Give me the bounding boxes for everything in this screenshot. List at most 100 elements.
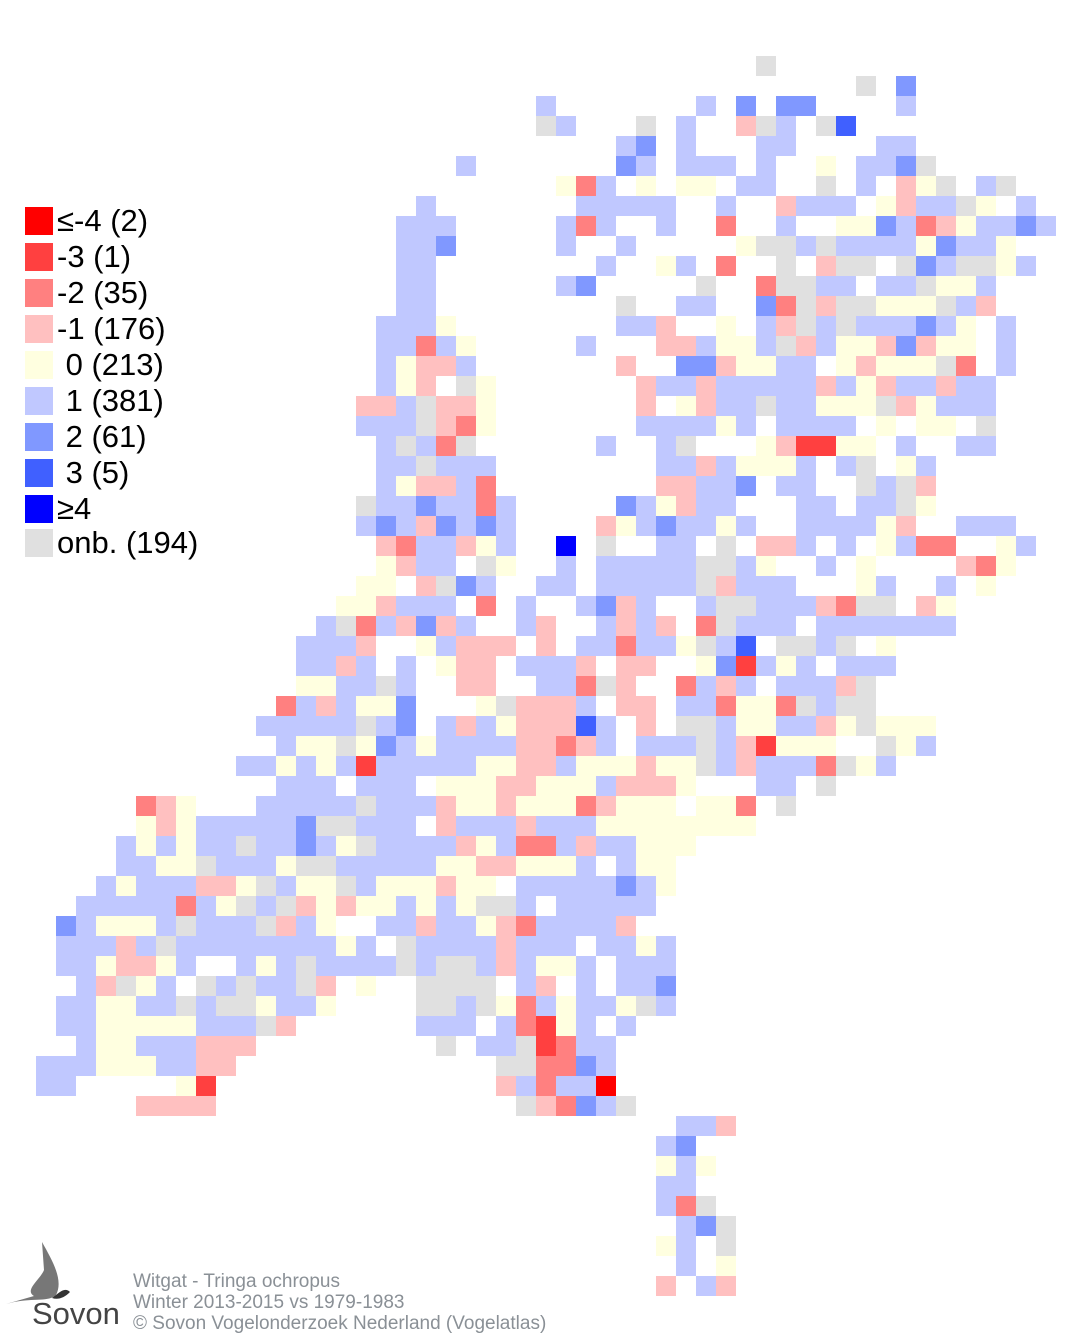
grid-cell — [176, 836, 196, 856]
grid-cell — [376, 736, 396, 756]
grid-cell — [756, 396, 776, 416]
grid-cell — [536, 876, 556, 896]
grid-cell — [576, 816, 596, 836]
grid-cell — [616, 516, 636, 536]
grid-cell — [556, 736, 576, 756]
grid-cell — [756, 536, 776, 556]
grid-cell — [516, 1076, 536, 1096]
grid-cell — [816, 556, 836, 576]
grid-cell — [616, 636, 636, 656]
grid-cell — [316, 616, 336, 636]
grid-cell — [456, 156, 476, 176]
grid-cell — [1016, 216, 1036, 236]
grid-cell — [376, 496, 396, 516]
legend-item: 1 (381) — [25, 383, 198, 419]
grid-cell — [596, 196, 616, 216]
grid-cell — [716, 716, 736, 736]
grid-cell — [976, 196, 996, 216]
grid-cell — [856, 576, 876, 596]
grid-cell — [176, 1096, 196, 1116]
grid-cell — [116, 1056, 136, 1076]
grid-cell — [456, 876, 476, 896]
grid-cell — [856, 656, 876, 676]
grid-cell — [556, 1036, 576, 1056]
grid-cell — [616, 936, 636, 956]
grid-cell — [436, 936, 456, 956]
grid-cell — [536, 96, 556, 116]
grid-cell — [436, 1036, 456, 1056]
grid-cell — [676, 456, 696, 476]
grid-cell — [656, 416, 676, 436]
grid-cell — [616, 976, 636, 996]
grid-cell — [456, 816, 476, 836]
grid-cell — [376, 416, 396, 436]
grid-cell — [116, 956, 136, 976]
grid-cell — [796, 716, 816, 736]
grid-cell — [216, 816, 236, 836]
grid-cell — [696, 176, 716, 196]
grid-cell — [996, 536, 1016, 556]
grid-cell — [576, 1076, 596, 1096]
grid-cell — [316, 656, 336, 676]
grid-cell — [496, 1016, 516, 1036]
grid-cell — [276, 956, 296, 976]
grid-cell — [696, 716, 716, 736]
grid-cell — [636, 696, 656, 716]
grid-cell — [836, 416, 856, 436]
grid-cell — [756, 296, 776, 316]
grid-cell — [636, 416, 656, 436]
grid-cell — [396, 956, 416, 976]
grid-cell — [696, 1196, 716, 1216]
grid-cell — [396, 436, 416, 456]
grid-cell — [136, 856, 156, 876]
grid-cell — [196, 876, 216, 896]
grid-cell — [436, 516, 456, 536]
grid-cell — [876, 656, 896, 676]
grid-cell — [916, 276, 936, 296]
grid-cell — [616, 196, 636, 216]
grid-cell — [716, 796, 736, 816]
grid-cell — [876, 736, 896, 756]
grid-cell — [576, 1036, 596, 1056]
grid-cell — [796, 496, 816, 516]
grid-cell — [656, 616, 676, 636]
grid-cell — [696, 336, 716, 356]
grid-cell — [956, 516, 976, 536]
grid-cell — [396, 216, 416, 236]
grid-cell — [916, 256, 936, 276]
grid-cell — [336, 696, 356, 716]
grid-cell — [716, 496, 736, 516]
grid-cell — [576, 1056, 596, 1076]
grid-cell — [636, 396, 656, 416]
grid-cell — [496, 536, 516, 556]
grid-cell — [156, 796, 176, 816]
legend-swatch — [25, 459, 53, 487]
grid-cell — [896, 396, 916, 416]
grid-cell — [156, 816, 176, 836]
grid-cell — [576, 876, 596, 896]
grid-cell — [656, 216, 676, 236]
grid-cell — [676, 176, 696, 196]
grid-cell — [676, 1176, 696, 1196]
grid-cell — [396, 596, 416, 616]
grid-cell — [516, 736, 536, 756]
grid-cell — [696, 396, 716, 416]
grid-cell — [116, 996, 136, 1016]
grid-cell — [816, 496, 836, 516]
grid-cell — [696, 496, 716, 516]
grid-cell — [916, 476, 936, 496]
grid-cell — [756, 136, 776, 156]
grid-cell — [316, 796, 336, 816]
legend-label: ≥4 — [57, 491, 92, 526]
grid-cell — [676, 1216, 696, 1236]
grid-cell — [616, 856, 636, 876]
grid-cell — [496, 1036, 516, 1056]
grid-cell — [416, 276, 436, 296]
grid-cell — [816, 516, 836, 536]
grid-cell — [396, 516, 416, 536]
grid-cell — [396, 276, 416, 296]
grid-cell — [676, 436, 696, 456]
grid-cell — [876, 716, 896, 736]
grid-cell — [276, 816, 296, 836]
grid-cell — [296, 676, 316, 696]
